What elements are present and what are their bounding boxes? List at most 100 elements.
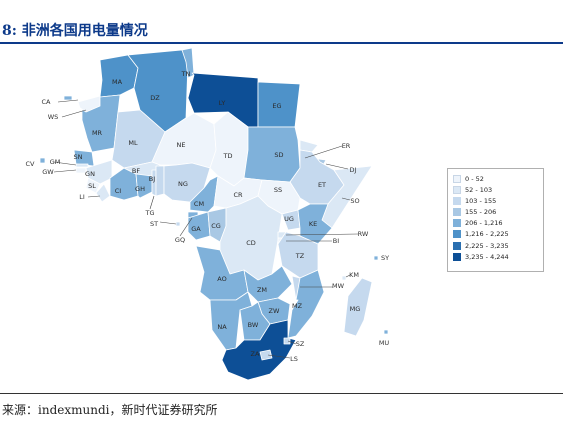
country-cd	[219, 195, 283, 281]
country-label-sl: SL	[88, 182, 96, 190]
country-cv	[39, 157, 46, 164]
legend-item: 1,216 - 2,225	[453, 229, 543, 240]
country-label-li: LI	[79, 193, 85, 201]
country-label-cv: CV	[26, 160, 36, 168]
label-leader-line	[267, 354, 291, 359]
map-legend: 0 - 52 52 - 103 103 - 155 155 - 206 206 - 1,…	[447, 168, 544, 272]
legend-label: 155 - 206	[465, 208, 497, 217]
country-label-tn: TN	[181, 70, 191, 78]
country-za	[221, 319, 297, 381]
country-label-ws: WS	[48, 113, 59, 121]
africa-choropleth-map: MA DZ TN LY EG MR ML NE TD SD ER DJ ET SO SN GM GW GN SLLI…	[26, 47, 390, 381]
country-gn	[85, 159, 113, 185]
country-ws	[77, 95, 101, 113]
source-note: 来源：indexmundi，新时代证券研究所	[2, 403, 218, 417]
country-label-za: ZA	[251, 350, 260, 358]
country-label-cr: CR	[233, 191, 243, 199]
country-label-er: ER	[342, 142, 351, 150]
country-label-ga: GA	[191, 225, 201, 233]
country-label-ao: AO	[217, 275, 226, 283]
country-label-eg: EG	[272, 102, 281, 110]
legend-swatch	[453, 196, 461, 205]
legend-item: 3,235 - 4,244	[453, 251, 543, 262]
country-label-mg: MG	[350, 305, 361, 313]
country-label-mz: MZ	[292, 302, 303, 310]
country-label-tz: TZ	[295, 252, 305, 260]
legend-swatch	[453, 208, 461, 217]
country-label-ca: CA	[42, 98, 52, 106]
legend-label: 0 - 52	[465, 174, 484, 183]
country-mg	[343, 277, 373, 337]
label-leader-line	[149, 195, 155, 210]
legend-swatch	[453, 185, 461, 194]
country-label-gm: GM	[50, 158, 61, 166]
country-label-ml: ML	[128, 139, 138, 147]
label-leader-line	[87, 195, 101, 198]
country-ke	[297, 203, 333, 245]
country-label-dj: DJ	[350, 166, 357, 174]
legend-item: 155 - 206	[453, 207, 543, 218]
country-label-gw: GW	[42, 168, 54, 176]
country-label-td: TD	[223, 152, 233, 160]
country-label-gq: GQ	[175, 236, 185, 244]
country-label-tg: TG	[144, 209, 154, 217]
country-gw	[75, 167, 87, 174]
country-label-ss: SS	[274, 186, 282, 194]
label-leader-line	[53, 169, 77, 173]
country-label-mr: MR	[92, 129, 103, 137]
label-leader-line	[285, 233, 359, 236]
country-label-sy: SY	[381, 254, 389, 262]
country-label-ng: NG	[178, 180, 188, 188]
country-mu	[383, 329, 389, 335]
country-label-mw: MW	[332, 282, 345, 290]
legend-item: 0 - 52	[453, 173, 543, 184]
label-leader-line	[61, 109, 87, 118]
country-label-gh: GH	[135, 185, 145, 193]
country-label-ly: LY	[219, 99, 226, 107]
legend-item: 2,225 - 3,235	[453, 240, 543, 251]
country-label-mu: MU	[379, 339, 390, 347]
country-gm	[75, 163, 89, 168]
source-rule	[0, 393, 563, 394]
country-label-bj: BJ	[149, 175, 155, 183]
label-leader-line	[325, 163, 349, 170]
legend-label: 3,235 - 4,244	[465, 252, 509, 261]
country-sy	[373, 255, 379, 261]
label-leader-line	[345, 274, 351, 278]
country-tg	[151, 169, 157, 197]
legend-swatch	[453, 252, 461, 261]
country-label-zw: ZW	[269, 307, 280, 315]
country-label-so: SO	[350, 197, 359, 205]
country-sz	[283, 337, 291, 345]
country-label-bf: BF	[132, 167, 140, 175]
country-label-bw: BW	[248, 321, 259, 329]
country-label-rw: RW	[358, 230, 369, 238]
label-leader-line	[341, 197, 351, 201]
country-label-ls: LS	[290, 355, 298, 363]
country-label-cd: CD	[246, 239, 256, 247]
legend-swatch	[453, 230, 461, 239]
label-leader-line	[159, 221, 177, 225]
label-leader-line	[179, 217, 193, 237]
country-ca	[63, 95, 73, 101]
label-leader-line	[287, 340, 297, 345]
country-tn	[181, 47, 195, 79]
legend-swatch	[453, 174, 461, 183]
country-label-dz: DZ	[150, 94, 160, 102]
country-label-ug: UG	[284, 215, 294, 223]
legend-item: 52 - 103	[453, 184, 543, 195]
legend-label: 1,216 - 2,225	[465, 230, 509, 239]
country-ga	[187, 211, 211, 241]
country-ma	[99, 54, 139, 98]
country-label-na: NA	[217, 323, 227, 331]
country-label-ci: CI	[115, 187, 122, 195]
legend-swatch	[453, 219, 461, 228]
legend-label: 2,225 - 3,235	[465, 241, 509, 250]
legend-label: 103 - 155	[465, 196, 497, 205]
legend-label: 52 - 103	[465, 185, 493, 194]
country-label-ke: KE	[309, 220, 317, 228]
country-label-zm: ZM	[257, 286, 267, 294]
label-leader-line	[53, 161, 77, 166]
figure-title: 8: 非洲各国用电量情况	[2, 23, 148, 39]
legend-item: 206 - 1,216	[453, 218, 543, 229]
